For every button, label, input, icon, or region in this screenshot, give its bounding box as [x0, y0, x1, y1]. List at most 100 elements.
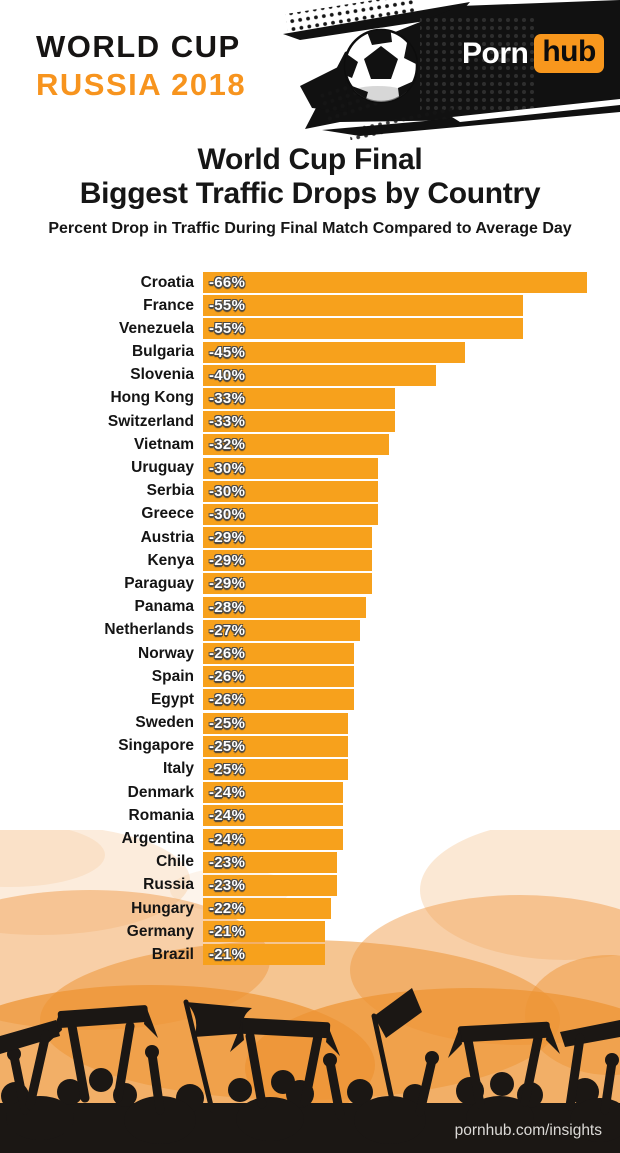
header-banner: WORLD CUP RUSSIA 2018 Porn hub: [0, 0, 620, 140]
bar-value-label: -25%: [209, 714, 246, 732]
traffic-drop-bar: -28%: [203, 596, 366, 618]
country-label: Switzerland: [107, 412, 194, 430]
bar-value-label: -27%: [209, 621, 246, 639]
pornhub-logo-hub: hub: [534, 34, 604, 73]
country-label: Greece: [141, 505, 194, 523]
chart-row: Egypt -26%: [0, 689, 620, 711]
chart-row: Switzerland -33%: [0, 411, 620, 433]
traffic-drop-bar: -25%: [203, 758, 348, 780]
chart-row: Croatia -66%: [0, 272, 620, 293]
chart-row: Hungary -22%: [0, 898, 620, 920]
bar-value-label: -26%: [209, 668, 246, 686]
country-label: Germany: [126, 922, 194, 940]
bar-value-label: -22%: [209, 900, 246, 918]
chart-row: Kenya -29%: [0, 550, 620, 572]
country-label: Romania: [128, 806, 194, 824]
country-label: Spain: [151, 667, 194, 685]
chart-titles: World Cup Final Biggest Traffic Drops by…: [0, 143, 620, 238]
chart-title: World Cup Final Biggest Traffic Drops by…: [0, 143, 620, 211]
white-slash: [452, 99, 620, 122]
country-label: Vietnam: [133, 435, 194, 453]
country-label: Uruguay: [131, 459, 194, 476]
chart-row: Bulgaria -45%: [0, 341, 620, 363]
traffic-drop-bar: -24%: [203, 782, 343, 804]
bar-value-label: -24%: [209, 830, 246, 848]
traffic-drop-bar: -29%: [203, 550, 372, 572]
event-title-line2: RUSSIA 2018: [36, 67, 247, 102]
chart-row: Romania -24%: [0, 805, 620, 827]
halftone-dots-top: [285, 0, 417, 33]
traffic-drop-bar: -30%: [203, 480, 378, 502]
traffic-drop-bar: -55%: [203, 295, 523, 317]
bar-value-label: -66%: [209, 274, 246, 291]
country-label: Hong Kong: [110, 389, 194, 407]
traffic-drop-bar: -40%: [203, 364, 436, 386]
chart-title-line1: World Cup Final: [197, 143, 423, 176]
country-label: France: [143, 296, 194, 314]
traffic-drop-bar: -33%: [203, 411, 395, 433]
chart-row: Hong Kong -33%: [0, 387, 620, 409]
bar-chart: Croatia -66% France -55% Venezuela -55% Bulgar…: [0, 272, 620, 968]
bar-value-label: -40%: [209, 366, 246, 384]
chart-row: Netherlands -27%: [0, 619, 620, 641]
traffic-drop-bar: -24%: [203, 805, 343, 827]
chart-row: Vietnam -32%: [0, 434, 620, 456]
country-label: Croatia: [140, 273, 194, 291]
traffic-drop-bar: -25%: [203, 712, 348, 734]
bar-value-label: -55%: [209, 297, 246, 315]
header-art: [283, 0, 620, 140]
bar-value-label: -30%: [209, 459, 246, 477]
traffic-drop-bar: -29%: [203, 527, 372, 549]
chart-row: Uruguay -30%: [0, 457, 620, 479]
country-label: Austria: [140, 528, 194, 546]
chart-row: Argentina -24%: [0, 828, 620, 850]
traffic-drop-bar: -22%: [203, 898, 331, 920]
country-label: Russia: [143, 876, 194, 894]
chart-row: France -55%: [0, 295, 620, 317]
country-label: Norway: [138, 644, 194, 662]
traffic-drop-bar: -45%: [203, 341, 465, 363]
chart-row: Chile -23%: [0, 851, 620, 873]
traffic-drop-bar: -23%: [203, 851, 337, 873]
bar-value-label: -33%: [209, 413, 246, 431]
chart-row: Spain -26%: [0, 666, 620, 688]
bar-value-label: -30%: [209, 482, 246, 500]
bar-value-label: -45%: [209, 343, 246, 361]
country-label: Venezuela: [119, 319, 194, 337]
bar-value-label: -24%: [209, 784, 246, 802]
traffic-drop-bar: -30%: [203, 457, 378, 479]
bar-value-label: -55%: [209, 320, 246, 338]
country-label: Bulgaria: [131, 343, 194, 361]
bar-value-label: -26%: [209, 645, 246, 662]
traffic-drop-bar: -26%: [203, 643, 354, 664]
country-label: Hungary: [131, 899, 194, 917]
crowd-silhouette: [0, 988, 620, 1153]
country-label: Denmark: [127, 783, 194, 801]
chart-row: Singapore -25%: [0, 735, 620, 757]
traffic-drop-bar: -29%: [203, 573, 372, 595]
country-label: Panama: [134, 598, 194, 616]
traffic-drop-bar: -21%: [203, 944, 325, 966]
traffic-drop-bar: -30%: [203, 503, 378, 525]
insights-url: pornhub.com/insights: [455, 1122, 603, 1139]
traffic-drop-bar: -26%: [203, 666, 354, 688]
chart-row: Paraguay -29%: [0, 573, 620, 595]
chart-row: Brazil -21%: [0, 944, 620, 966]
traffic-drop-bar: -27%: [203, 619, 360, 641]
country-label: Slovenia: [130, 366, 194, 384]
event-title-line1: WORLD CUP: [36, 29, 241, 64]
chart-row: Norway -26%: [0, 643, 620, 664]
chart-row: Russia -23%: [0, 874, 620, 896]
country-label: Sweden: [135, 714, 194, 732]
chart-row: Panama -28%: [0, 596, 620, 618]
bar-value-label: -29%: [209, 575, 246, 593]
chart-row: Slovenia -40%: [0, 364, 620, 386]
country-label: Italy: [162, 760, 194, 778]
bar-value-label: -21%: [209, 923, 246, 941]
country-label: Brazil: [151, 945, 194, 963]
chart-row: Austria -29%: [0, 527, 620, 549]
traffic-drop-bar: -25%: [203, 735, 348, 757]
chart-row: Italy -25%: [0, 758, 620, 780]
bar-value-label: -32%: [209, 436, 246, 454]
